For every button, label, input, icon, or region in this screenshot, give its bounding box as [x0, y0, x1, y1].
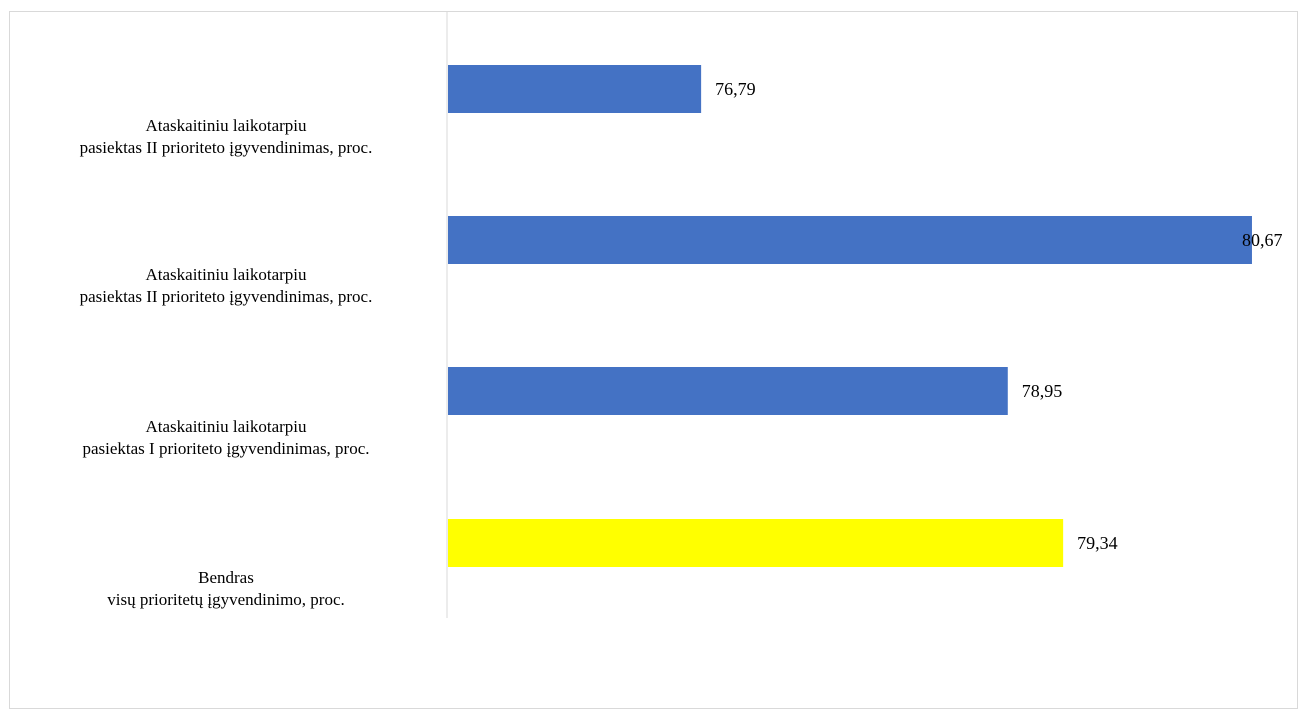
category-label-2-line-2: pasiektas II prioriteto įgyvendinimas, p… [80, 287, 373, 306]
data-label-1: 76,79 [715, 79, 756, 99]
bar-3 [448, 367, 1008, 415]
data-labels-layer: 76,79 80,67 78,95 79,34 [715, 79, 1282, 553]
data-label-2: 80,67 [1242, 230, 1283, 250]
category-label-2-line-1: Ataskaitiniu laikotarpiu [146, 265, 307, 284]
data-label-3: 78,95 [1022, 381, 1063, 401]
chart-frame [9, 11, 1298, 709]
category-labels-layer: Ataskaitiniu laikotarpiu pasiektas II pri… [80, 116, 373, 609]
bar-4 [448, 519, 1064, 567]
category-label-3-line-2: pasiektas I prioriteto įgyvendinimas, pr… [82, 439, 369, 458]
bar-2 [448, 216, 1252, 264]
category-label-1-line-1: Ataskaitiniu laikotarpiu [146, 116, 307, 135]
category-label-1-line-2: pasiektas II prioriteto įgyvendinimas, p… [80, 138, 373, 157]
bars-layer [448, 65, 1252, 567]
bar-1 [448, 65, 702, 113]
category-label-4-line-1: Bendras [198, 568, 254, 587]
category-label-3-line-1: Ataskaitiniu laikotarpiu [146, 417, 307, 436]
category-label-4-line-2: visų prioritetų įgyvendinimo, proc. [107, 590, 345, 609]
data-label-4: 79,34 [1077, 533, 1118, 553]
